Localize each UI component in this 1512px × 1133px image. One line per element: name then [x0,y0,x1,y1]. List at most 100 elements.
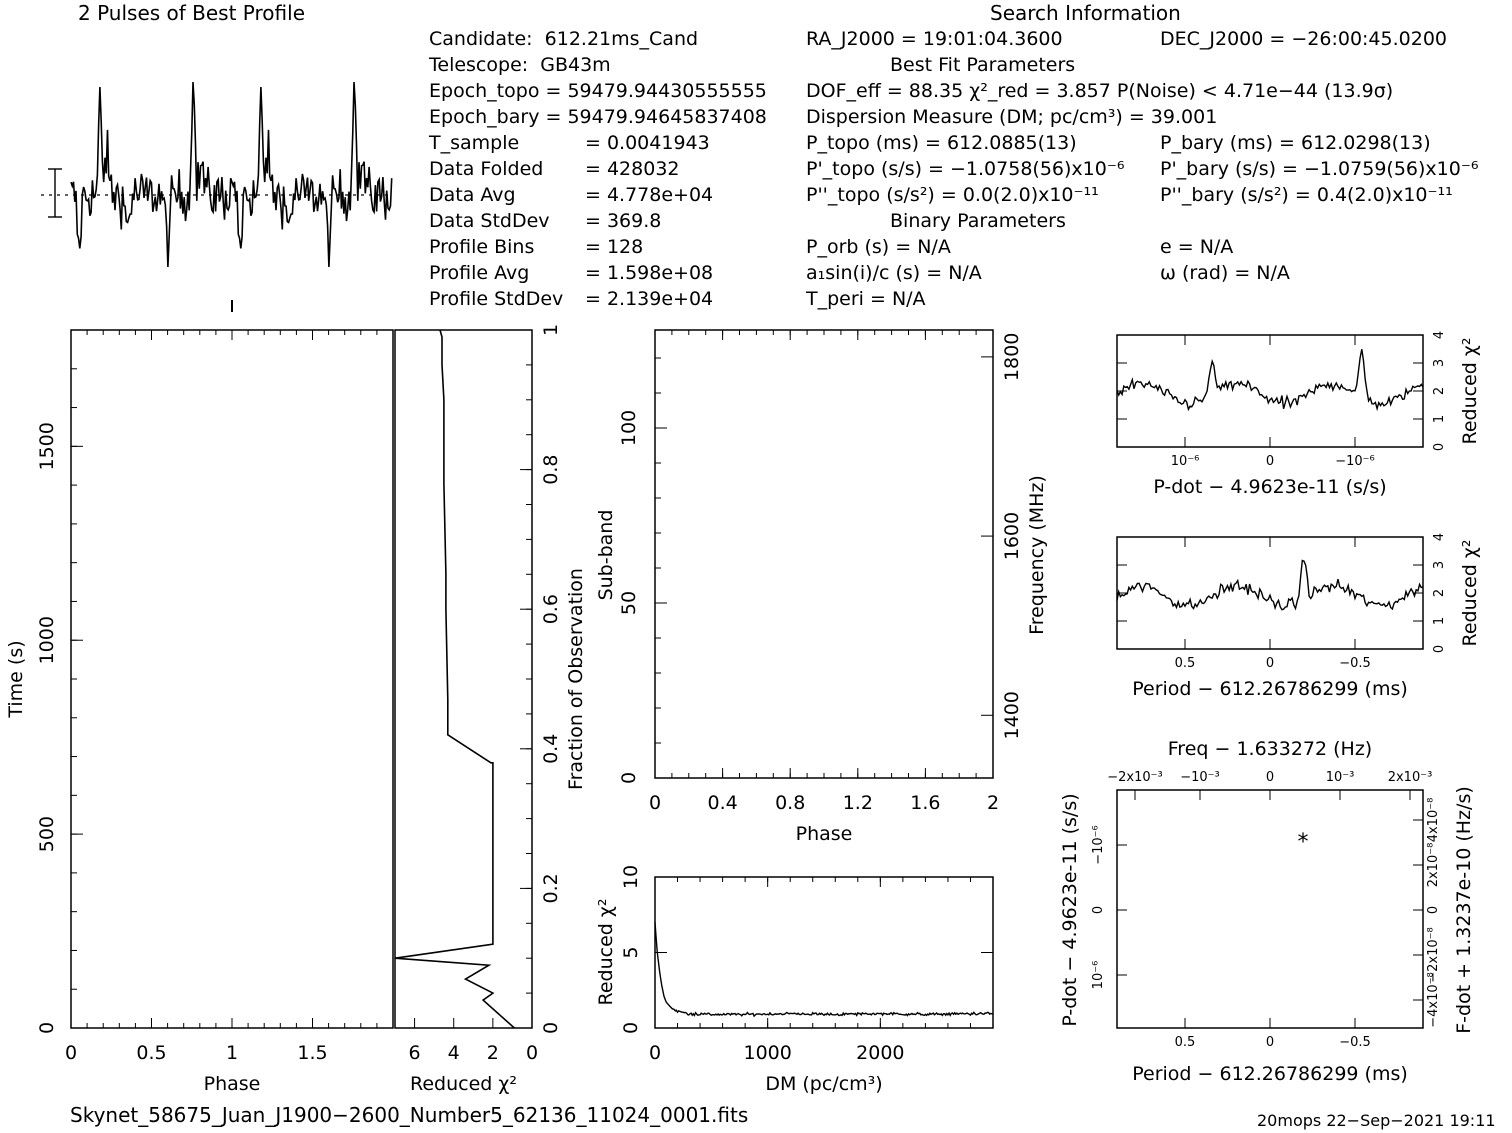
pdot-topo-text: P'_topo (s/s) = −1.0758(56)x10⁻⁶ [806,158,1125,180]
ppd-ytick-label: 0 [1091,906,1106,914]
dm-xtick-label: 2000 [856,1042,904,1064]
ppd-xtick-label: 0.5 [1175,1035,1196,1050]
p-bary-text: P_bary (ms) = 612.0298(13) [1160,132,1431,154]
pdot-chi2-frame [1116,334,1424,448]
ppd-xlabel: Period − 612.26786299 (ms) [1132,1063,1408,1085]
pdot-chi2-ytick-label: 0 [1432,443,1447,451]
ppd-right-ytick-label: −2x10⁻⁸ [1426,927,1441,982]
ppd-right-ytick-label: 2x10⁻⁸ [1426,843,1441,888]
dm-xlabel: DM (pc/cm³) [765,1073,882,1095]
time-phase-plot: 0 0.5 1 1.5 0 500 1000 1500 Phase Time (s) [5,329,394,1095]
pddot-bary-text: P''_bary (s/s²) = 0.4(2.0)x10⁻¹¹ [1160,184,1453,206]
period-chi2-xlabel: Period − 612.26786299 (ms) [1132,678,1408,700]
subband-phase-plot: 0 0.4 0.8 1.2 1.6 2 0 50 100 1400 1600 1800 Phase Sub… [595,329,1048,845]
best-fit-header: Best Fit Parameters [890,54,1076,76]
p-topo-text: P_topo (ms) = 612.0885(13) [806,132,1077,154]
omega-text: ω (rad) = N/A [1160,262,1290,284]
chi2-fraction-plot: 6 4 2 00 0.2 0.4 0.6 0.8 1 Reduced χ² Fraction of … [394,324,587,1095]
subband-xtick-label: 2 [987,792,999,814]
subband-ytick-label: 100 [618,410,640,446]
profile-bins-row: Profile Bins = 128 [429,236,644,258]
chi2-fraction-ytick-label: 0.6 [540,594,562,624]
period-chi2-ylabel: Reduced χ² [1459,540,1481,647]
pddot-topo-text: P''_topo (s/s²) = 0.0(2.0)x10⁻¹¹ [806,184,1099,206]
subband-frame [654,329,994,779]
chi2-fraction-ytick-label: 0.4 [540,734,562,764]
ppd-top-xtick-label: 2x10⁻³ [1388,770,1433,785]
dof-text: DOF_eff = 88.35 χ²_red = 3.857 P(Noise) … [806,80,1394,102]
epoch-bary-row: Epoch_bary = 59479.94645837408 [429,106,767,128]
chi2-fraction-frame [394,329,533,1029]
pdot-chi2-xlabel: P-dot − 4.9623e-11 (s/s) [1153,476,1386,498]
dm-ylabel: Reduced χ² [595,899,617,1006]
chi2-fraction-line [394,329,515,1029]
profile-plot [41,81,393,312]
a1sini-text: a₁sin(i)/c (s) = N/A [806,262,982,284]
search-info-title: Search Information [990,1,1181,25]
filename-text: Skynet_58675_Juan_J1900−2600_Number5_621… [70,1103,749,1127]
chi2-fraction-xlabel: Reduced χ² [410,1073,517,1095]
chi2-fraction-xtick-label: 0 [526,1042,538,1064]
timestamp-text: 20mops 22−Sep−2021 19:11 [1257,1111,1496,1130]
subband-xtick-label: 1.6 [910,792,940,814]
period-chi2-line [1116,559,1424,611]
subband-ytick-label: 50 [618,591,640,615]
candidate-info: Candidate: 612.21ms_Cand Telescope: GB43… [429,28,799,318]
period-chi2-ytick-label: 4 [1432,533,1447,541]
ppd-top-xtick-label: 10⁻³ [1326,770,1355,785]
subband-xtick-label: 0.4 [707,792,737,814]
ppd-right-ytick-label: 4x10⁻⁸ [1426,798,1441,843]
time-phase-ytick-label: 1000 [36,616,58,664]
period-chi2-frame [1116,536,1424,650]
subband-xtick-label: 0 [649,792,661,814]
dm-line [654,922,994,1018]
dm-chi2-plot: 0 1000 2000 0 5 10 DM (pc/cm³) Reduced χ² [595,865,994,1095]
binary-header: Binary Parameters [890,210,1066,232]
ppd-xtick-label: 0 [1266,1035,1274,1050]
pdot-chi2-ytick-label: 4 [1432,331,1447,339]
ppd-ytick-label: 10⁻⁶ [1091,961,1106,990]
telescope-row: Telescope: GB43m [429,54,611,76]
period-chi2-ytick-label: 0 [1432,645,1447,653]
time-phase-xtick-label: 0 [65,1042,77,1064]
dm-ytick-label: 5 [620,946,642,958]
ppd-title: Freq − 1.633272 (Hz) [1168,738,1372,760]
chi2-fraction-xtick-label: 6 [409,1042,421,1064]
pdot-chi2-xtick-label: 10⁻⁶ [1171,454,1200,469]
dm-ytick-label: 10 [620,865,642,889]
tperi-text: T_peri = N/A [806,288,926,310]
time-phase-xtick-label: 1.5 [297,1042,327,1064]
profile-avg-row: Profile Avg = 1.598e+08 [429,262,714,284]
ppd-right-ytick-label: 0 [1426,906,1441,914]
ppd-xtick-label: −0.5 [1339,1035,1371,1050]
chi2-fraction-ylabel: Fraction of Observation [565,568,587,790]
time-phase-ytick-label: 1500 [36,422,58,470]
ppd-top-xtick-label: −2x10⁻³ [1107,770,1162,785]
pdot-bary-text: P'_bary (s/s) = −1.0759(56)x10⁻⁶ [1160,158,1479,180]
profile-line [70,81,393,268]
tsample-row: T_sample = 0.0041943 [429,132,710,154]
profile-title: 2 Pulses of Best Profile [78,1,305,25]
time-phase-frame [70,329,394,1029]
ppd-top-xtick-label: 0 [1266,770,1274,785]
subband-ytick-label: 0 [618,772,640,784]
period-chi2-ytick-label: 2 [1432,589,1447,597]
ppd-frame [1116,789,1424,1029]
time-phase-xtick-label: 0.5 [136,1042,166,1064]
subband-xtick-label: 0.8 [775,792,805,814]
chi2-fraction-ytick-label: 0 [540,1022,562,1034]
time-phase-ytick-label: 500 [36,816,58,852]
dm-xtick-label: 1000 [743,1042,791,1064]
profile-stddev-row: Profile StdDev = 2.139e+04 [429,288,714,310]
data-avg-row: Data Avg = 4.778e+04 [429,184,714,206]
subband-freq-tick-label: 1400 [1001,691,1023,739]
time-phase-ylabel: Time (s) [5,640,27,718]
period-chi2-ytick-label: 3 [1432,561,1447,569]
search-info: RA_J2000 = 19:01:04.3600 DEC_J2000 = −26… [806,28,1506,318]
pdot-chi2-ylabel: Reduced χ² [1459,338,1481,445]
period-chi2-xtick-label: −0.5 [1339,656,1371,671]
pdot-chi2-ytick-label: 2 [1432,387,1447,395]
ecc-text: e = N/A [1160,236,1234,258]
ppd-right-ylabel: F-dot + 1.3237e-10 (Hz/s) [1453,786,1475,1034]
